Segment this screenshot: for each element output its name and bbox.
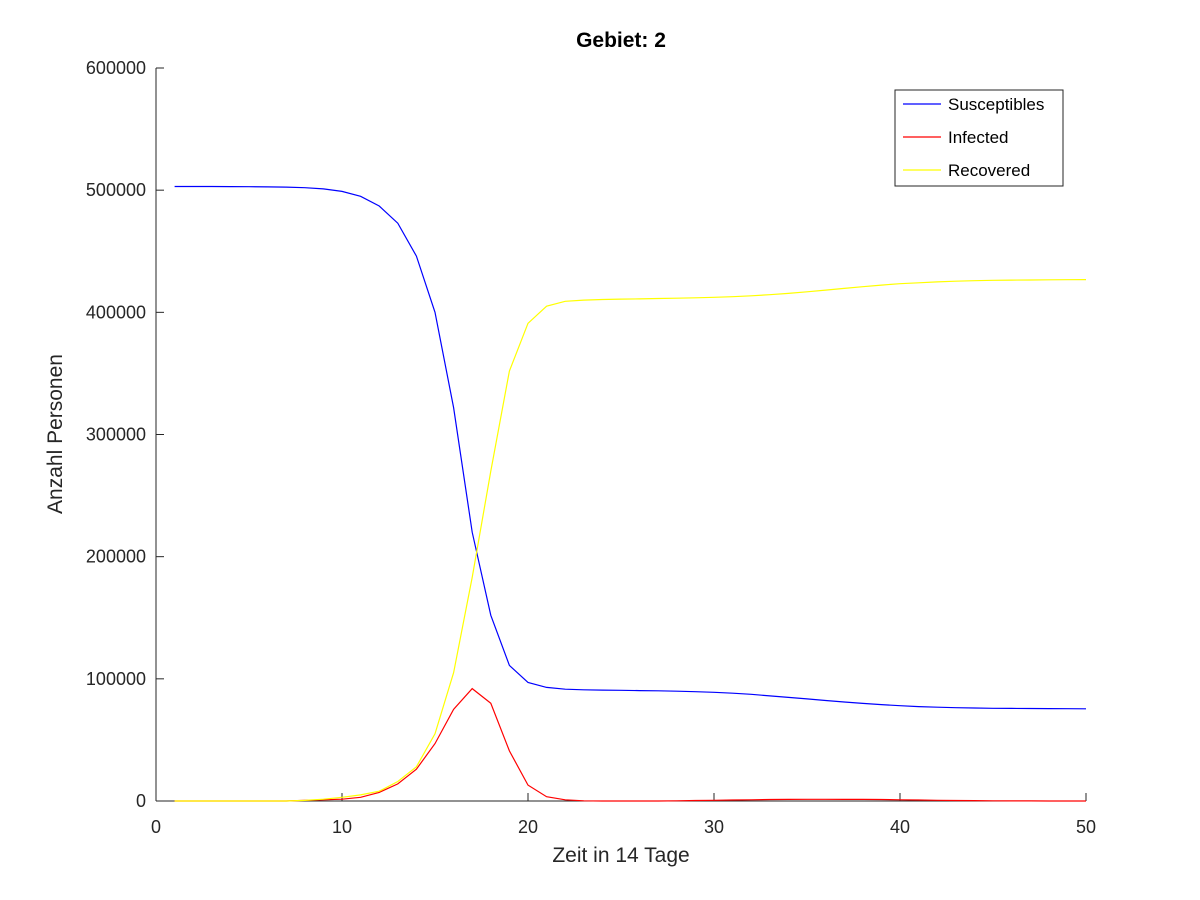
x-tick-label: 0 bbox=[151, 817, 161, 837]
x-tick-label: 50 bbox=[1076, 817, 1096, 837]
series-line-susceptibles bbox=[174, 185, 1087, 710]
series-line-recovered bbox=[174, 279, 1087, 802]
series-lines bbox=[174, 185, 1087, 802]
x-tick-label: 40 bbox=[890, 817, 910, 837]
x-tick-label: 10 bbox=[332, 817, 352, 837]
x-axis-label: Zeit in 14 Tage bbox=[552, 844, 689, 867]
y-tick-label: 300000 bbox=[86, 425, 146, 445]
chart-title: Gebiet: 2 bbox=[576, 29, 666, 52]
legend-label-recovered: Recovered bbox=[948, 161, 1030, 180]
y-tick-label: 400000 bbox=[86, 302, 146, 322]
series-line-infected bbox=[174, 687, 1086, 802]
legend-label-susceptibles: Susceptibles bbox=[948, 95, 1044, 114]
y-tick-label: 0 bbox=[136, 791, 146, 811]
axes: 0 10 20 30 40 50 0 100000 200000 300000 400000 5000… bbox=[86, 58, 1096, 837]
y-tick-label: 500000 bbox=[86, 180, 146, 200]
x-tick-label: 30 bbox=[704, 817, 724, 837]
y-tick-label: 200000 bbox=[86, 547, 146, 567]
y-tick-label: 100000 bbox=[86, 669, 146, 689]
legend: Susceptibles Infected Recovered bbox=[894, 89, 1064, 187]
y-axis-label: Anzahl Personen bbox=[44, 354, 67, 514]
x-tick-label: 20 bbox=[518, 817, 538, 837]
legend-label-infected: Infected bbox=[948, 128, 1009, 147]
y-tick-label: 600000 bbox=[86, 58, 146, 78]
